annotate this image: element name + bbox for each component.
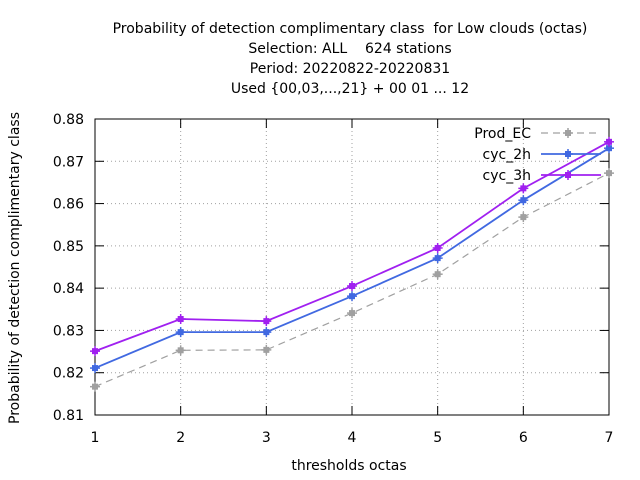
y-tick-label: 0.81 bbox=[53, 408, 84, 424]
data-point bbox=[90, 381, 100, 392]
y-tick-label: 0.87 bbox=[53, 154, 84, 170]
x-tick-label: 1 bbox=[91, 430, 100, 446]
y-tick-label: 0.84 bbox=[53, 281, 84, 297]
legend-entry: cyc_2h bbox=[483, 147, 601, 163]
x-tick-label: 3 bbox=[262, 430, 271, 446]
legend-marker bbox=[563, 128, 573, 138]
y-axis-label: Probability of detection complimentary c… bbox=[7, 112, 23, 424]
chart-title-line-1: Probability of detection complimentary c… bbox=[112, 21, 588, 37]
series-layer bbox=[90, 136, 614, 392]
legend: Prod_EC cyc_2h cyc_3h bbox=[474, 126, 601, 184]
data-point bbox=[261, 327, 272, 338]
x-axis-label: thresholds octas bbox=[291, 458, 406, 474]
x-tick-label: 4 bbox=[348, 430, 357, 446]
data-point bbox=[518, 183, 529, 194]
data-point bbox=[432, 242, 443, 253]
series-cyc-2h bbox=[90, 143, 614, 374]
legend-label: Prod_EC bbox=[474, 126, 531, 142]
legend-entry: cyc_3h bbox=[483, 168, 601, 184]
data-point bbox=[261, 316, 272, 327]
data-point bbox=[347, 291, 357, 302]
data-point bbox=[604, 168, 614, 179]
legend-entry: Prod_EC bbox=[474, 126, 601, 142]
legend-marker bbox=[563, 149, 573, 159]
x-tick-label: 6 bbox=[519, 430, 528, 446]
legend-label: cyc_2h bbox=[483, 147, 531, 163]
axes: 1 2 3 4 5 6 7 0.81 0.82 0.83 0.84 0.85 0.86 0.87 0.88 bbox=[53, 112, 614, 446]
data-point bbox=[261, 344, 272, 355]
data-point bbox=[347, 281, 357, 292]
legend-marker bbox=[563, 170, 573, 180]
data-point bbox=[604, 136, 614, 147]
x-tick-label: 7 bbox=[605, 430, 614, 446]
data-point bbox=[175, 345, 186, 356]
series-prod-ec bbox=[90, 168, 614, 392]
y-tick-label: 0.82 bbox=[53, 366, 84, 382]
chart-title-line-2: Selection: ALL 624 stations bbox=[248, 41, 452, 57]
data-point bbox=[432, 269, 443, 280]
data-point bbox=[90, 346, 100, 357]
y-tick-label: 0.86 bbox=[53, 197, 84, 213]
data-point bbox=[432, 253, 443, 264]
data-point bbox=[90, 363, 100, 374]
chart-title-line-4: Used {00,03,...,21} + 00 01 ... 12 bbox=[230, 81, 470, 97]
chart-title-line-3: Period: 20220822-20220831 bbox=[249, 61, 451, 77]
data-point bbox=[518, 212, 529, 223]
data-point bbox=[347, 308, 357, 319]
y-tick-label: 0.83 bbox=[53, 323, 84, 339]
y-tick-label: 0.88 bbox=[53, 112, 84, 128]
series-cyc-3h bbox=[90, 136, 614, 357]
data-point bbox=[518, 195, 529, 206]
data-point bbox=[175, 314, 186, 325]
legend-label: cyc_3h bbox=[483, 168, 531, 184]
y-tick-label: 0.85 bbox=[53, 239, 84, 255]
grid bbox=[95, 119, 609, 415]
plot-border bbox=[94, 118, 610, 416]
x-tick-label: 5 bbox=[433, 430, 442, 446]
x-tick-label: 2 bbox=[176, 430, 185, 446]
data-point bbox=[175, 327, 186, 338]
